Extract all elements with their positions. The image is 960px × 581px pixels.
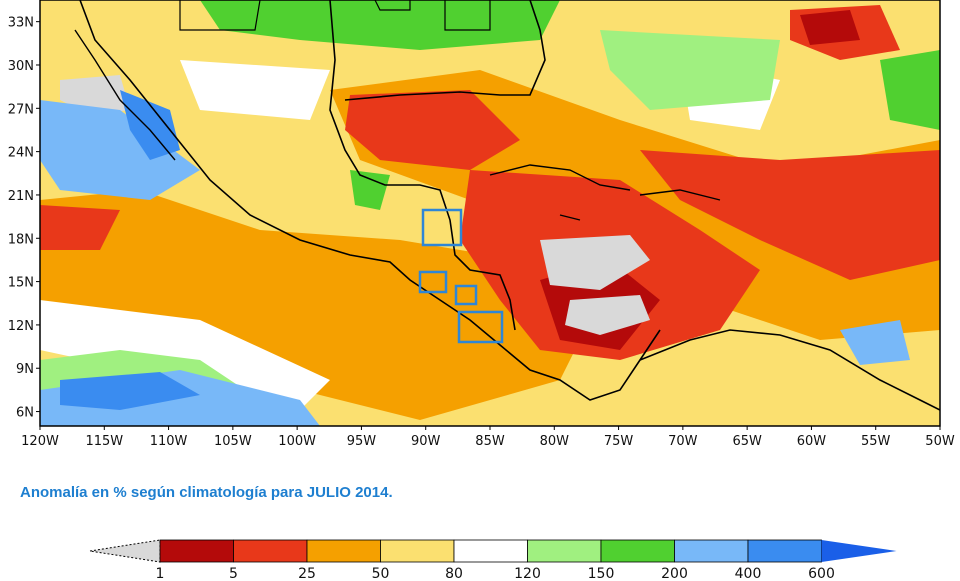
colorbar-segment <box>453 539 528 563</box>
lon-tick-label: 105W <box>214 434 252 449</box>
colorbar-label: 400 <box>735 566 762 581</box>
highlight-box-nicaragua <box>457 310 504 344</box>
field-zone-blue-sa <box>840 320 910 365</box>
coastline-pacific-mexico-centralamerica <box>79 0 661 401</box>
colorbar-label: 600 <box>808 566 835 581</box>
lat-tick-label: 24N <box>8 146 34 161</box>
highlight-box-guatemala-north <box>421 208 463 247</box>
colorbar-segment <box>747 539 822 563</box>
lon-tick-label: 120W <box>21 434 59 449</box>
lon-tick-label: 70W <box>668 434 698 449</box>
lon-tick-label: 110W <box>150 434 188 449</box>
field-zone-green-east <box>880 50 940 130</box>
lat-tick-label: 27N <box>8 102 34 117</box>
coastline-south-america <box>639 329 940 411</box>
lat-tick-label: 6N <box>16 406 34 421</box>
lat-tick-label: 18N <box>8 232 34 247</box>
border-us-mexico-west <box>179 0 261 31</box>
longitude-axis: 120W 115W 110W 105W 100W 95W 90W 85W 80W 75W 70W 65… <box>21 426 955 449</box>
field-zone-darkblue-southpac <box>60 372 200 410</box>
lat-tick-label: 33N <box>8 16 34 31</box>
lat-tick-label: 15N <box>8 276 34 291</box>
precipitation-anomaly-map: 33N 30N 27N 24N 21N 18N 15N 12N 9N 6N 120W 115W 110… <box>8 0 955 449</box>
coastline-hispaniola <box>639 189 721 201</box>
field-zone-green-yucatan <box>350 170 390 210</box>
colorbar-segment <box>674 539 749 563</box>
field-zone-white-pacific <box>40 300 330 410</box>
lat-tick-label: 12N <box>8 319 34 334</box>
lat-tick-label: 9N <box>16 362 34 377</box>
colorbar-segment <box>600 539 675 563</box>
colorbar-label: 120 <box>514 566 541 581</box>
coastline-cuba <box>489 164 631 191</box>
highlight-box-guatemala-south <box>418 270 448 294</box>
colorbar-below-triangle <box>89 539 161 563</box>
map-caption: Anomalía en % según climatología para JU… <box>20 484 393 501</box>
field-zone-red-pacific <box>40 205 120 250</box>
lon-tick-label: 75W <box>604 434 634 449</box>
lat-tick-label: 21N <box>8 189 34 204</box>
latitude-axis: 33N 30N 27N 24N 21N 18N 15N 12N 9N 6N <box>8 16 40 421</box>
colorbar-segment <box>527 539 602 563</box>
colorbar-label: 200 <box>661 566 688 581</box>
field-zone-blue-baja <box>40 100 200 200</box>
colorbar-label: 1 <box>156 566 165 581</box>
coastline-us-gulf-florida <box>344 0 546 101</box>
lon-tick-label: 100W <box>278 434 316 449</box>
field-zone-red-atlantic <box>640 150 940 280</box>
field-zone-red-gulf <box>345 90 520 170</box>
lon-tick-label: 65W <box>732 434 762 449</box>
colorbar-label: 25 <box>298 566 316 581</box>
colorbar-label: 150 <box>588 566 615 581</box>
field-zone-darkred-ne <box>800 10 860 45</box>
colorbar-segment <box>159 539 234 563</box>
lon-tick-label: 50W <box>925 434 955 449</box>
colorbar-segment <box>233 539 308 563</box>
field-zone-gray-b <box>565 295 650 335</box>
lon-tick-label: 55W <box>861 434 891 449</box>
lon-tick-label: 115W <box>85 434 123 449</box>
colorbar-label: 5 <box>229 566 238 581</box>
colorbar-segment <box>380 539 455 563</box>
coastline-baja <box>74 29 176 161</box>
border-us-states <box>374 0 411 11</box>
field-zone-lightgreen-atl <box>600 30 780 110</box>
colorbar-label: 80 <box>445 566 463 581</box>
field-zone-gray-a <box>540 235 650 290</box>
colorbar: 1 5 25 50 80 120 150 200 400 600 <box>89 539 897 581</box>
field-zone-green-usa <box>200 0 560 50</box>
lat-tick-label: 30N <box>8 59 34 74</box>
coastline-gulf-yucatan <box>329 0 516 331</box>
lon-tick-label: 85W <box>475 434 505 449</box>
field-zone-orange-a <box>40 190 600 420</box>
border-us-states-east <box>444 0 491 31</box>
field-zone-white-mexico <box>180 60 330 120</box>
lon-tick-label: 90W <box>411 434 441 449</box>
colorbar-label: 50 <box>372 566 390 581</box>
colorbar-above-triangle <box>821 540 897 562</box>
coastline-jamaica <box>559 214 581 221</box>
lon-tick-label: 60W <box>797 434 827 449</box>
highlight-box-honduras <box>454 284 478 306</box>
colorbar-segment <box>306 539 381 563</box>
lon-tick-label: 80W <box>540 434 570 449</box>
field-zone-darkblue-baja <box>120 90 180 160</box>
lon-tick-label: 95W <box>347 434 377 449</box>
